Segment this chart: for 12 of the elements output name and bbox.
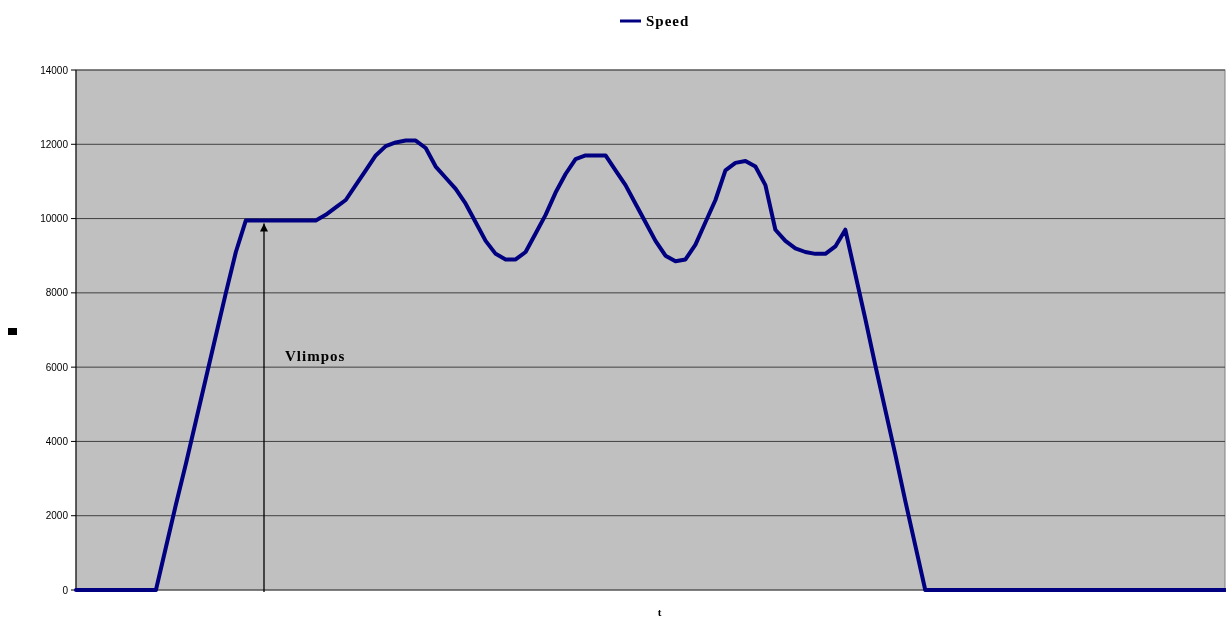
- line-series: [74, 138, 1226, 592]
- y-tick-label: 0: [62, 584, 69, 596]
- y-tick-label: 10000: [40, 213, 69, 225]
- y-tick-label: 6000: [45, 361, 69, 373]
- legend-label: Speed: [646, 13, 690, 30]
- x-axis-title: t: [657, 606, 662, 618]
- y-tick-label: 4000: [45, 435, 69, 447]
- y-tick-label: 8000: [45, 287, 69, 299]
- y-tick-label: 14000: [40, 64, 69, 76]
- y-tick-label: 2000: [45, 510, 69, 522]
- annotation: Vlimpos: [285, 348, 346, 364]
- y-tick-label: 12000: [40, 138, 69, 150]
